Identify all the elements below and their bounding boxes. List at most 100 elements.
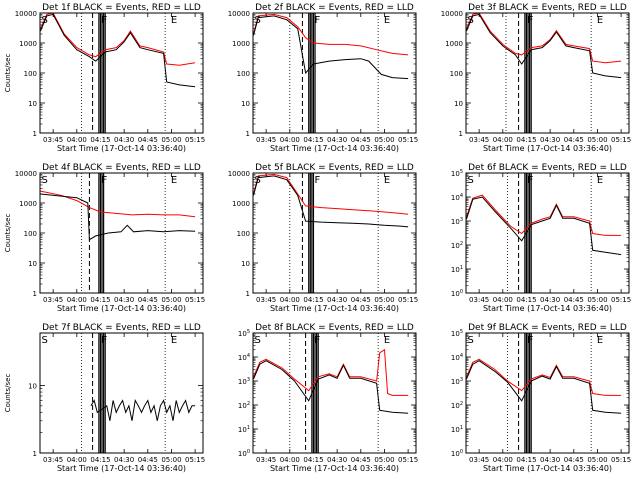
y-tick-label: 1000 [445,40,463,48]
x-tick-label: 04:30 [114,136,134,144]
x-tick-label: 05:15 [185,456,205,464]
x-tick-label: 05:00 [587,296,607,304]
chart-title: Det 1f BLACK = Events, RED = LLD [42,3,201,13]
series-line-lld [40,190,196,218]
chart-panel: Det 9f BLACK = Events, RED = LLD Start Ti… [451,323,631,473]
x-tick-label: 05:00 [161,456,181,464]
y-tick-label: 102 [238,401,250,410]
x-tick-label: 05:15 [398,296,418,304]
x-tick-label: 05:00 [374,136,394,144]
y-tick-label: 100 [24,70,37,78]
x-tick-label: 04:30 [114,456,134,464]
plot-frame [39,172,204,294]
x-tick-label: 03:45 [256,456,276,464]
series-line-lld [466,358,622,396]
segment-marker-label: S [255,175,261,186]
y-tick-label: 105 [451,329,463,338]
chart-title: Det 4f BLACK = Events, RED = LLD [42,163,201,173]
x-tick-label: 05:15 [398,136,418,144]
segment-marker-label: S [468,335,474,346]
y-tick-label: 10 [454,100,463,108]
x-axis-label: Start Time (17-Oct-14 03:36:40) [270,144,399,153]
y-tick-label: 103 [451,377,463,386]
series-line-lld [253,348,409,396]
y-tick-label: 104 [451,353,463,362]
y-axis-label: Counts/sec [4,374,12,413]
x-tick-label: 03:45 [256,136,276,144]
x-tick-label: 05:15 [185,136,205,144]
x-tick-label: 04:15 [303,296,323,304]
x-axis-label: Start Time (17-Oct-14 03:36:40) [483,464,612,473]
chart-panel: Det 7f BLACK = Events, RED = LLD Counts/s… [4,323,205,473]
segment-marker-label: E [597,15,603,26]
segment-marker-label: F [101,15,107,26]
x-axis-label: Start Time (17-Oct-14 03:36:40) [270,464,399,473]
x-tick-label: 04:00 [280,456,300,464]
segment-marker-label: S [42,15,48,26]
x-tick-label: 04:00 [280,296,300,304]
chart-panel: Det 1f BLACK = Events, RED = LLD Counts/s… [4,3,205,153]
x-tick-label: 05:00 [587,456,607,464]
segment-marker-label: F [101,175,107,186]
x-tick-label: 05:00 [374,296,394,304]
y-tick-label: 1000 [19,40,37,48]
segment-marker-label: S [255,15,261,26]
plot-frame [252,12,417,134]
chart-panel: Det 4f BLACK = Events, RED = LLD Counts/s… [4,163,205,313]
chart-title: Det 8f BLACK = Events, RED = LLD [255,323,414,333]
x-tick-label: 04:00 [67,136,87,144]
segment-marker-label: E [597,175,603,186]
y-tick-label: 100 [237,230,250,238]
y-tick-label: 101 [238,425,250,434]
x-tick-label: 05:15 [611,456,631,464]
segment-marker-label: E [171,175,177,186]
y-axis-label: Counts/sec [4,54,12,93]
y-tick-label: 103 [451,217,463,226]
x-tick-label: 04:45 [138,296,158,304]
series-line-events [40,13,196,88]
y-tick-label: 100 [451,289,463,298]
series-line-events [90,399,196,421]
x-axis-label: Start Time (17-Oct-14 03:36:40) [57,304,186,313]
x-tick-label: 04:30 [540,456,560,464]
series-line-events [253,175,409,228]
chart-panel: Det 8f BLACK = Events, RED = LLD Start Ti… [238,323,418,473]
y-tick-label: 1 [33,130,37,138]
chart-panel: Det 6f BLACK = Events, RED = LLD Start Ti… [451,163,631,313]
y-tick-label: 100 [24,230,37,238]
y-tick-label: 10 [28,100,37,108]
y-tick-label: 1 [459,130,463,138]
x-tick-label: 03:45 [469,456,489,464]
x-tick-label: 04:00 [67,456,87,464]
series-line-lld [253,13,409,56]
y-tick-label: 102 [451,241,463,250]
x-tick-label: 04:45 [351,136,371,144]
x-tick-label: 04:45 [351,296,371,304]
segment-marker-label: S [468,15,474,26]
x-tick-label: 04:15 [516,296,536,304]
x-tick-label: 05:15 [611,296,631,304]
x-axis-label: Start Time (17-Oct-14 03:36:40) [483,144,612,153]
y-tick-label: 10000 [228,170,250,178]
y-tick-label: 101 [451,425,463,434]
x-tick-label: 03:45 [43,296,63,304]
series-line-events [466,13,622,79]
y-tick-label: 1 [246,130,250,138]
chart-title: Det 6f BLACK = Events, RED = LLD [468,163,627,173]
x-tick-label: 03:45 [256,296,276,304]
x-tick-label: 03:45 [469,296,489,304]
y-tick-label: 10000 [441,10,463,18]
x-tick-label: 04:30 [114,296,134,304]
y-tick-label: 1000 [19,200,37,208]
y-tick-label: 10000 [228,10,250,18]
segment-marker-label: F [527,175,533,186]
segment-marker-label: F [527,335,533,346]
chart-title: Det 3f BLACK = Events, RED = LLD [468,3,627,13]
chart-panel: Det 5f BLACK = Events, RED = LLD Start Ti… [228,163,418,313]
x-tick-label: 04:15 [303,456,323,464]
x-axis-label: Start Time (17-Oct-14 03:36:40) [270,304,399,313]
x-tick-label: 04:15 [90,296,110,304]
x-tick-label: 03:45 [43,136,63,144]
y-tick-label: 10000 [15,10,37,18]
chart-title: Det 5f BLACK = Events, RED = LLD [255,163,414,173]
